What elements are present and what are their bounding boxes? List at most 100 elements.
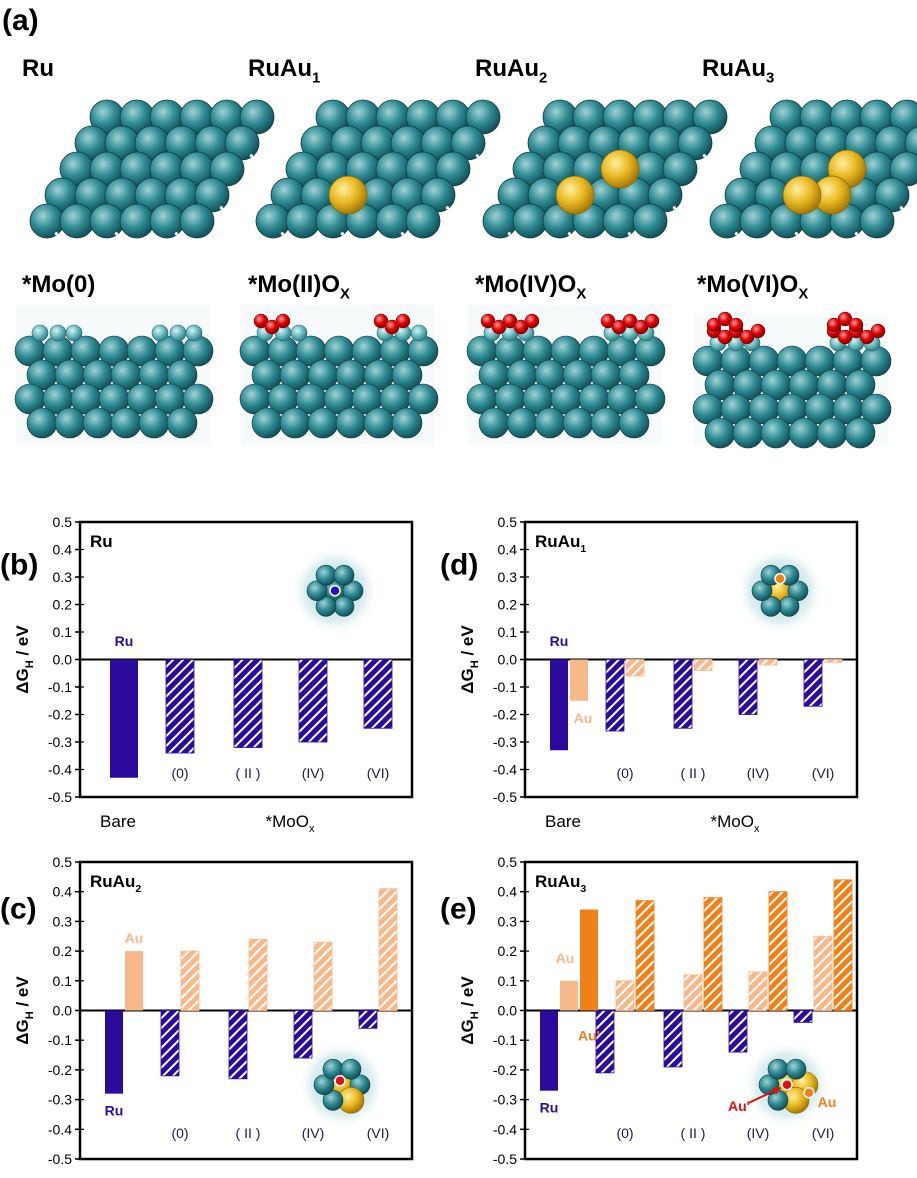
y-axis-label: ΔGH / eV [13,976,36,1045]
y-tick-label: 0.1 [53,624,73,640]
ru-atom [844,417,876,449]
bar-Au'-3 [768,891,788,1011]
slab-side-0 [14,305,214,444]
ru-atom [315,596,337,617]
bar-Au-4 [813,935,833,1011]
group-label: ( II ) [236,765,261,781]
slab-top-1 [255,99,501,239]
group-label: (VI) [812,765,835,781]
ru-atom [29,203,65,239]
top-title-1: RuAu1 [248,55,320,87]
panel-label: (e) [440,892,477,925]
site-marker-bridge [334,1075,346,1087]
hollow-site [249,154,253,158]
ru-atom [333,564,355,586]
bar-Ru-2 [228,1010,248,1080]
hollow-site [114,232,118,236]
slab-top-2 [482,99,728,239]
hollow-site [174,232,178,236]
site-marker-au [803,1087,815,1099]
ru-atom [26,407,58,439]
inset-structure [736,546,824,635]
hollow-site [794,232,798,236]
ru-atom [506,407,538,439]
mo-atom [31,324,49,342]
mo-atom [290,324,308,342]
ru-atom [391,407,423,439]
inset-label-au-prime: Au' [728,1098,750,1114]
chart-panel-0: (b) -0.5 -0.4 -0.3 -0.2 -0.1 0.0 0.1 0.2 0.3 0.4 0.… [0,514,414,835]
ru-atom [767,1058,789,1080]
y-axis-label: ΔGH / eV [13,625,36,694]
bar-Ru-2 [233,659,263,748]
ru-atom [285,203,321,239]
bar-Ru-1 [605,659,625,732]
y-tick-label: 0.4 [53,884,73,900]
hollow-site [702,154,706,158]
y-tick-label: 0.0 [498,652,518,668]
series-label-Ru: Ru [540,1100,559,1116]
y-tick-label: 0.5 [498,514,518,530]
hollow-site [672,206,676,210]
bar-Au-2 [693,659,713,671]
chart-panel-3: (e) -0.5 -0.4 -0.3 -0.2 -0.1 0.0 0.1 0.2 0.3 0.4 0.… [440,854,859,1178]
group-label: (0) [616,1125,633,1141]
series-label-Ru: Ru [115,633,134,649]
hollow-site [400,232,404,236]
oxygen-atom [395,313,411,329]
hollow-site [734,232,738,236]
x-label-bare: Bare [100,812,136,831]
ru-atom [859,203,895,239]
y-tick-label: 0.1 [498,624,518,640]
hollow-site [280,232,284,236]
ru-atom [478,407,510,439]
ru-atom [785,1058,807,1080]
bar-Ru-0 [110,659,138,778]
bar-Au-4 [823,659,843,663]
bar-Ru-3 [298,659,328,743]
ru-atom [632,203,668,239]
y-tick-label: -0.1 [493,1032,517,1048]
y-tick-label: 0.0 [53,652,73,668]
y-tick-label: -0.2 [493,1062,517,1078]
y-tick-label: -0.5 [48,1151,72,1167]
bar-Au'-4 [833,879,853,1011]
ru-atom [816,417,848,449]
y-tick-label: 0.0 [53,1003,73,1019]
ru-atom [224,125,260,161]
ru-atom [89,203,125,239]
side-view-slabs [14,305,892,449]
bar-Ru-4 [358,1010,378,1029]
ru-atom [375,203,411,239]
panel-title: RuAu3 [535,872,586,895]
hollow-site [445,206,449,210]
series-label-Au: Au [556,950,575,966]
group-label: (IV) [747,765,770,781]
y-tick-label: 0.4 [498,884,518,900]
ru-atom [889,151,917,187]
top-title-2: RuAu2 [475,55,547,87]
y-tick-label: -0.3 [48,1092,72,1108]
bar-Au-1 [180,950,200,1011]
ru-atom [562,407,594,439]
ru-atom [889,99,917,135]
ru-atom [732,417,764,449]
group-label: (IV) [302,1125,325,1141]
ru-atom [363,407,395,439]
y-tick-label: 0.5 [498,854,518,870]
group-label: ( II ) [236,1125,261,1141]
ru-atom [692,99,728,135]
bar-Ru-1 [595,1010,615,1074]
site-marker-au-prime [781,1079,793,1091]
ru-atom [760,596,782,617]
y-tick-label: -0.1 [48,679,72,695]
ru-atom [179,203,215,239]
bar-Ru-2 [673,659,693,729]
y-tick-label: 0.3 [53,569,73,585]
ru-atom [313,1074,335,1096]
y-tick-label: -0.1 [493,679,517,695]
y-tick-label: 0.0 [498,1003,518,1019]
group-label: (0) [171,1125,188,1141]
ru-atom [322,1090,344,1111]
y-tick-label: -0.2 [493,707,517,723]
